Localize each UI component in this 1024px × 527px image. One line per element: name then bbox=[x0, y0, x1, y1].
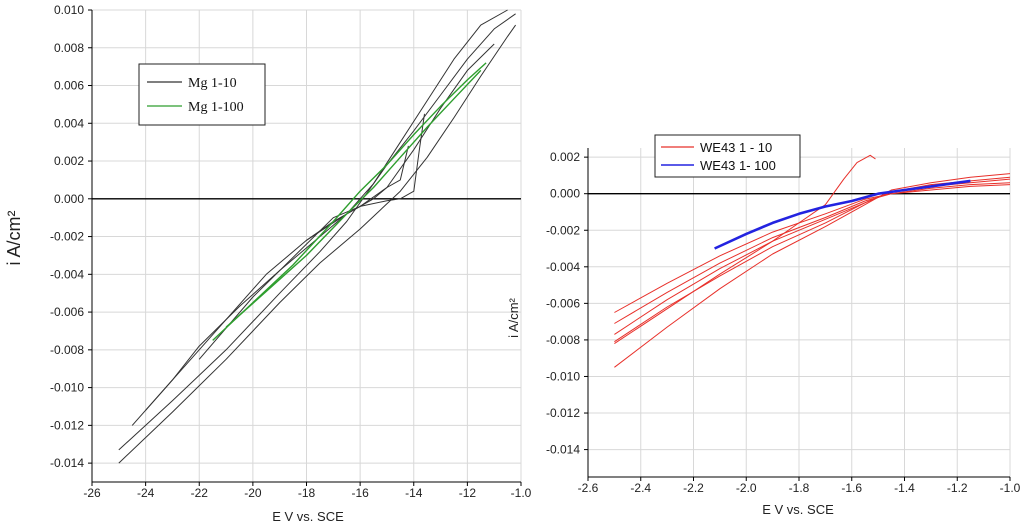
y-tick-label: 0.002 bbox=[550, 150, 580, 164]
y-tick-label: 0.000 bbox=[54, 192, 84, 206]
series-trace-mg-1-10 bbox=[306, 145, 409, 241]
x-tick-label: -18 bbox=[298, 486, 316, 500]
y-tick-label: 0.008 bbox=[54, 41, 84, 55]
x-tick-label: -1.2 bbox=[947, 481, 968, 495]
x-tick-label: -1.0 bbox=[1000, 481, 1021, 495]
y-tick-label: 0.002 bbox=[54, 154, 84, 168]
tick-labels: -26 -24 -22 -20 -18 -16 -14 -12 -1.0 -0.014 -0.012… bbox=[50, 3, 532, 500]
y-tick-label: -0.014 bbox=[50, 456, 84, 470]
axes bbox=[584, 148, 1011, 481]
y-tick-label: -0.008 bbox=[546, 333, 580, 347]
x-tick-label: -2.6 bbox=[578, 481, 599, 495]
x-tick-label: -2.4 bbox=[630, 481, 651, 495]
x-tick-label: -22 bbox=[191, 486, 209, 500]
tick-labels: -2.6 -2.4 -2.2 -2.0 -1.8 -1.6 -1.4 -1.2 -1.0 -0.0… bbox=[546, 150, 1021, 495]
y-tick-label: -0.010 bbox=[50, 381, 84, 395]
legend-box bbox=[654, 134, 801, 178]
series-layer bbox=[118, 9, 517, 464]
legend: Mg 1-10 Mg 1-100 bbox=[138, 63, 266, 126]
chart-we43: -2.6 -2.4 -2.2 -2.0 -1.8 -1.6 -1.4 -1.2 -1.0 -0.0… bbox=[506, 134, 1021, 517]
series-trace-we43-1-10 bbox=[614, 184, 1011, 313]
series-trace-we43-1-100 bbox=[714, 179, 971, 250]
y-tick-label: -0.006 bbox=[50, 305, 84, 319]
x-tick-label: -24 bbox=[137, 486, 155, 500]
legend-label-we43-1-100: WE43 1- 100 bbox=[700, 158, 776, 173]
x-tick-label: -16 bbox=[351, 486, 369, 500]
series-trace-mg-1-100 bbox=[225, 69, 482, 328]
y-tick-label: 0.006 bbox=[54, 79, 84, 93]
legend-label-mg-1-100: Mg 1-100 bbox=[188, 100, 244, 115]
y-tick-label: -0.006 bbox=[546, 296, 580, 310]
series-trace-mg-1-10 bbox=[198, 113, 425, 360]
legend-box bbox=[138, 63, 266, 126]
series-trace-we43-1-10 bbox=[614, 173, 1011, 368]
legend: WE43 1 - 10 WE43 1- 100 bbox=[654, 134, 801, 178]
y-axis-title: i A/cm² bbox=[506, 297, 521, 337]
y-tick-label: -0.014 bbox=[546, 443, 580, 457]
y-tick-label: 0.010 bbox=[54, 3, 84, 17]
x-axis-title: E V vs. SCE bbox=[762, 502, 834, 517]
x-axis-title: E V vs. SCE bbox=[272, 509, 344, 524]
y-tick-label: -0.010 bbox=[546, 369, 580, 383]
legend-label-we43-1-10: WE43 1 - 10 bbox=[700, 140, 772, 155]
y-axis-title: i A/cm² bbox=[4, 210, 24, 265]
x-tick-label: -1.0 bbox=[511, 486, 532, 500]
y-tick-label: -0.008 bbox=[50, 343, 84, 357]
series-trace-mg-1-100 bbox=[212, 62, 487, 341]
y-tick-label: 0.000 bbox=[550, 187, 580, 201]
x-tick-label: -1.4 bbox=[894, 481, 915, 495]
axes bbox=[88, 9, 522, 486]
x-tick-label: -2.2 bbox=[683, 481, 704, 495]
y-tick-label: -0.002 bbox=[50, 230, 84, 244]
series-trace-we43-1-10 bbox=[614, 182, 1011, 324]
y-tick-label: -0.004 bbox=[50, 267, 84, 281]
y-tick-label: 0.004 bbox=[54, 116, 84, 130]
x-tick-label: -12 bbox=[459, 486, 477, 500]
y-tick-label: -0.012 bbox=[546, 406, 580, 420]
series-layer bbox=[614, 154, 1011, 368]
y-tick-label: -0.012 bbox=[50, 418, 84, 432]
x-tick-label: -20 bbox=[244, 486, 262, 500]
x-tick-label: -26 bbox=[83, 486, 101, 500]
series-trace-mg-1-10 bbox=[118, 24, 517, 464]
y-tick-label: -0.004 bbox=[546, 260, 580, 274]
chart-mg: -26 -24 -22 -20 -18 -16 -14 -12 -1.0 -0.014 -0.012… bbox=[4, 3, 532, 524]
x-tick-label: -14 bbox=[405, 486, 423, 500]
x-tick-label: -2.0 bbox=[736, 481, 757, 495]
series-trace-we43-1-10 bbox=[614, 154, 876, 345]
legend-label-mg-1-10: Mg 1-10 bbox=[188, 76, 237, 91]
x-tick-label: -1.8 bbox=[789, 481, 810, 495]
x-tick-label: -1.6 bbox=[841, 481, 862, 495]
y-tick-label: -0.002 bbox=[546, 223, 580, 237]
